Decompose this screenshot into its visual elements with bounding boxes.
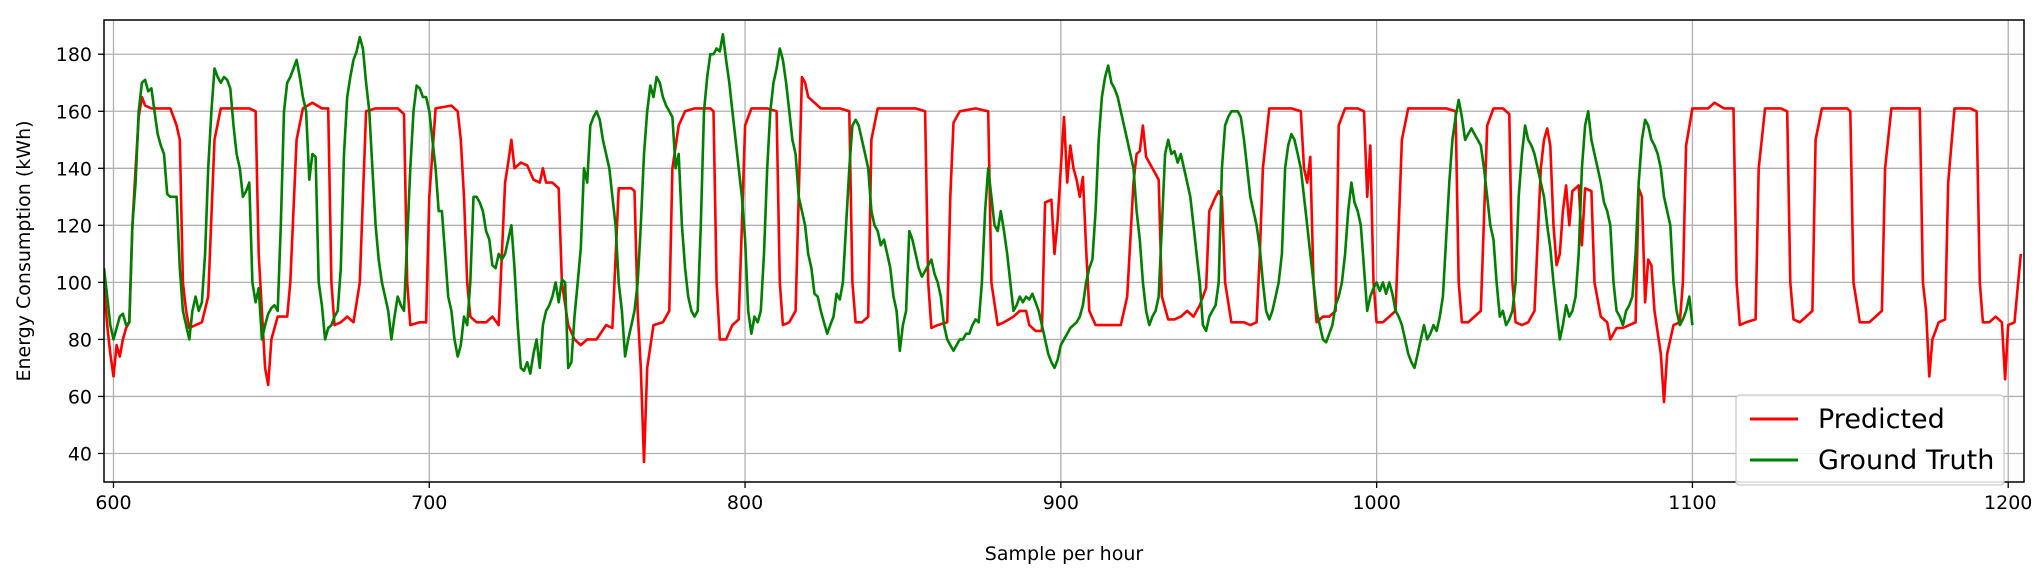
legend-label-predicted: Predicted — [1818, 404, 1945, 435]
x-tick-label: 900 — [1043, 492, 1079, 514]
y-tick-label: 40 — [68, 443, 92, 465]
y-tick-label: 140 — [56, 158, 92, 180]
y-axis-label: Energy Consumption (kWh) — [13, 120, 35, 381]
y-tick-label: 60 — [68, 386, 92, 408]
legend-label-ground-truth: Ground Truth — [1818, 445, 1994, 476]
x-axis-label: Sample per hour — [985, 543, 1144, 565]
y-tick-label: 120 — [56, 215, 92, 237]
x-tick-label: 700 — [411, 492, 447, 514]
x-tick-label: 600 — [95, 492, 131, 514]
legend: Predicted Ground Truth — [1736, 395, 2004, 485]
y-tick-label: 180 — [56, 44, 92, 66]
y-tick-label: 160 — [56, 101, 92, 123]
y-tick-label: 80 — [68, 329, 92, 351]
y-tick-label: 100 — [56, 272, 92, 294]
x-tick-label: 800 — [727, 492, 763, 514]
x-tick-label: 1100 — [1668, 492, 1716, 514]
x-tick-label: 1200 — [1984, 492, 2032, 514]
x-tick-label: 1000 — [1352, 492, 1400, 514]
